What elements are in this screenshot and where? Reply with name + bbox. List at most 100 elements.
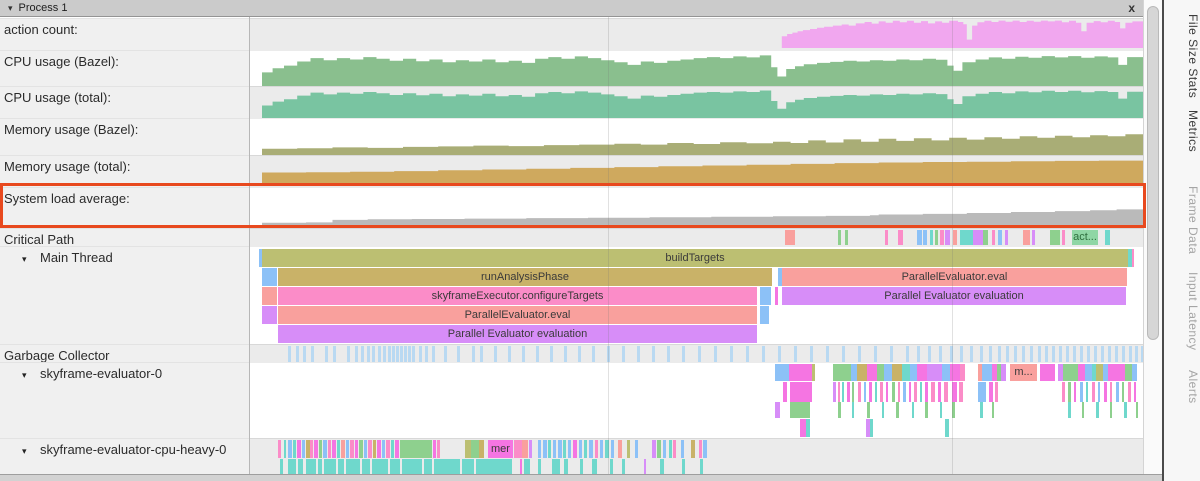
trace-slice[interactable] xyxy=(789,364,812,381)
gc-event-tick[interactable] xyxy=(408,346,411,362)
trace-slice[interactable] xyxy=(434,459,460,474)
trace-slice[interactable] xyxy=(1103,364,1108,381)
trace-slice[interactable] xyxy=(288,459,296,474)
trace-slice[interactable] xyxy=(1128,249,1132,267)
gc-event-tick[interactable] xyxy=(1122,346,1125,362)
trace-slice[interactable] xyxy=(644,459,646,474)
trace-slice[interactable] xyxy=(942,364,950,381)
trace-slice[interactable] xyxy=(700,459,703,474)
trace-slice[interactable] xyxy=(852,402,854,418)
trace-slice[interactable] xyxy=(364,440,367,458)
gc-event-tick[interactable] xyxy=(1141,346,1144,362)
trace-slice[interactable] xyxy=(564,459,568,474)
trace-slice[interactable] xyxy=(437,440,440,458)
trace-slice[interactable] xyxy=(845,230,848,245)
trace-slice[interactable] xyxy=(280,459,283,474)
gc-event-tick[interactable] xyxy=(810,346,813,362)
gc-event-tick[interactable] xyxy=(1014,346,1017,362)
gc-event-tick[interactable] xyxy=(372,346,375,362)
trace-slice[interactable] xyxy=(935,230,938,245)
trace-slice[interactable] xyxy=(520,459,522,474)
trace-slice[interactable] xyxy=(978,382,986,402)
trace-slice-m[interactable]: m... xyxy=(1010,364,1037,381)
trace-slice[interactable] xyxy=(306,440,310,458)
trace-slice[interactable] xyxy=(952,382,957,402)
trace-slice[interactable] xyxy=(838,382,840,402)
trace-slice[interactable] xyxy=(882,402,884,418)
trace-slice[interactable] xyxy=(543,440,547,458)
gc-event-tick[interactable] xyxy=(622,346,625,362)
gc-event-tick[interactable] xyxy=(746,346,749,362)
trace-slice[interactable] xyxy=(800,419,806,437)
gc-event-tick[interactable] xyxy=(682,346,685,362)
counter-chart-cpu-usage-bazel[interactable] xyxy=(262,52,1143,86)
trace-slice[interactable] xyxy=(1068,402,1071,418)
trace-slice-mer[interactable]: mer xyxy=(488,440,513,458)
gc-event-tick[interactable] xyxy=(1094,346,1097,362)
gc-event-tick[interactable] xyxy=(494,346,497,362)
gc-event-tick[interactable] xyxy=(998,346,1001,362)
trace-slice[interactable] xyxy=(699,440,702,458)
trace-slice[interactable] xyxy=(1005,230,1008,245)
trace-slice[interactable] xyxy=(538,440,541,458)
trace-slice[interactable] xyxy=(1086,382,1088,402)
trace-slice[interactable] xyxy=(338,459,344,474)
trace-slice[interactable] xyxy=(1092,382,1095,402)
trace-slice[interactable] xyxy=(522,440,528,458)
trace-slice[interactable] xyxy=(1085,364,1092,381)
gc-event-tick[interactable] xyxy=(1135,346,1138,362)
counter-chart-system-load-average[interactable] xyxy=(262,208,1143,226)
gc-event-tick[interactable] xyxy=(1087,346,1090,362)
gc-event-tick[interactable] xyxy=(404,346,407,362)
trace-slice[interactable] xyxy=(960,230,973,245)
trace-slice[interactable] xyxy=(903,382,906,402)
trace-slice[interactable] xyxy=(898,230,903,245)
gc-event-tick[interactable] xyxy=(928,346,931,362)
track-memory-usage-total[interactable] xyxy=(250,155,1143,187)
trace-slice[interactable] xyxy=(465,440,471,458)
trace-slice-act[interactable]: act... xyxy=(1072,230,1098,245)
trace-slice[interactable] xyxy=(790,402,810,418)
process-header[interactable]: ▾ Process 1 x xyxy=(0,0,1143,17)
trace-slice[interactable] xyxy=(1124,402,1127,418)
trace-slice[interactable] xyxy=(1080,382,1083,402)
gc-event-tick[interactable] xyxy=(367,346,370,362)
trace-slice[interactable] xyxy=(978,364,982,381)
gc-event-tick[interactable] xyxy=(989,346,992,362)
trace-slice[interactable] xyxy=(869,382,872,402)
trace-slice[interactable] xyxy=(870,419,873,437)
gc-event-tick[interactable] xyxy=(906,346,909,362)
trace-slice[interactable] xyxy=(1110,382,1112,402)
gc-event-tick[interactable] xyxy=(1045,346,1048,362)
trace-slice[interactable] xyxy=(1023,230,1030,245)
trace-slice[interactable] xyxy=(372,459,388,474)
trace-slice[interactable] xyxy=(980,402,983,418)
trace-slice[interactable] xyxy=(622,459,625,474)
trace-slice[interactable] xyxy=(524,459,530,474)
gc-event-tick[interactable] xyxy=(296,346,299,362)
trace-slice-parallelevaluatoreval[interactable]: ParallelEvaluator.eval xyxy=(278,306,757,324)
gc-event-tick[interactable] xyxy=(480,346,483,362)
trace-slice[interactable] xyxy=(548,440,551,458)
gc-event-tick[interactable] xyxy=(826,346,829,362)
trace-slice[interactable] xyxy=(866,419,870,437)
trace-slice[interactable] xyxy=(950,364,960,381)
trace-slice[interactable] xyxy=(944,382,948,402)
trace-slice-buildtargets[interactable]: buildTargets xyxy=(262,249,1128,267)
gc-event-tick[interactable] xyxy=(508,346,511,362)
gc-event-tick[interactable] xyxy=(1115,346,1118,362)
trace-slice[interactable] xyxy=(1058,364,1063,381)
gc-event-tick[interactable] xyxy=(950,346,953,362)
trace-slice[interactable] xyxy=(925,402,928,418)
trace-slice[interactable] xyxy=(1125,364,1132,381)
vertical-scrollbar[interactable] xyxy=(1143,0,1162,474)
tab-file-size-stats[interactable]: File Size Stats xyxy=(1186,14,1200,99)
gc-event-tick[interactable] xyxy=(858,346,861,362)
gc-event-tick[interactable] xyxy=(652,346,655,362)
trace-slice[interactable] xyxy=(663,440,666,458)
gc-event-tick[interactable] xyxy=(396,346,399,362)
trace-slice[interactable] xyxy=(476,459,512,474)
trace-slice[interactable] xyxy=(940,230,944,245)
trace-slice[interactable] xyxy=(563,440,566,458)
gc-event-tick[interactable] xyxy=(355,346,358,362)
